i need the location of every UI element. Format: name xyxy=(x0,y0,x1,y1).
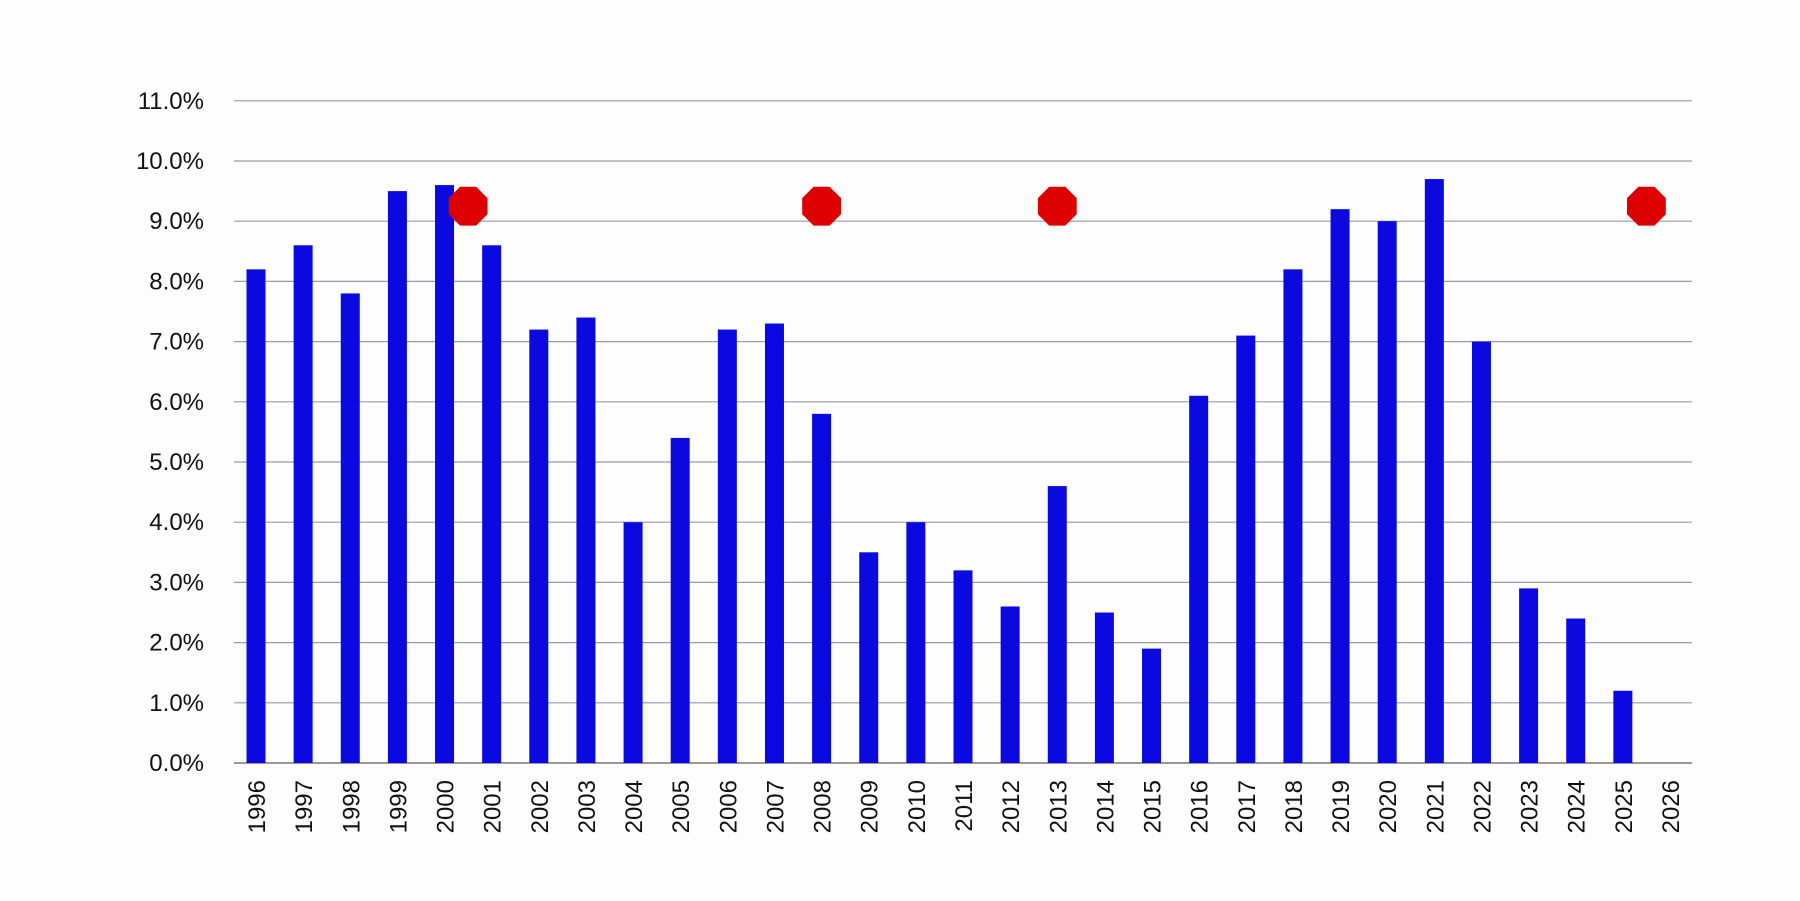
y-tick-label: 3.0% xyxy=(149,569,204,596)
bar xyxy=(859,552,879,763)
x-tick-label: 1999 xyxy=(385,780,412,833)
red-octagon-marker xyxy=(802,186,841,226)
gridlines xyxy=(234,100,1692,764)
x-tick-label: 2012 xyxy=(998,780,1025,833)
x-tick-label: 2007 xyxy=(762,780,789,833)
x-tick-label: 2003 xyxy=(574,780,601,833)
y-tick-label: 8.0% xyxy=(149,268,204,295)
x-tick-label: 1996 xyxy=(244,780,271,833)
bar xyxy=(1000,606,1020,763)
bar xyxy=(1142,648,1162,763)
bar xyxy=(246,269,266,763)
bar xyxy=(293,245,313,763)
x-tick-label: 2016 xyxy=(1187,780,1214,833)
bar xyxy=(1519,588,1539,763)
x-tick-label: 2008 xyxy=(810,780,837,833)
x-tick-label: 2015 xyxy=(1140,780,1167,833)
x-tick-label: 2002 xyxy=(527,780,554,833)
bar xyxy=(953,570,973,763)
x-tick-label: 2022 xyxy=(1469,780,1496,833)
bar xyxy=(435,185,455,763)
bar xyxy=(1236,335,1256,763)
x-tick-label: 2020 xyxy=(1375,780,1402,833)
bar xyxy=(1330,209,1350,763)
markers xyxy=(448,186,1666,226)
bar xyxy=(1283,269,1303,763)
bar xyxy=(1613,690,1633,763)
y-tick-label: 1.0% xyxy=(149,690,204,717)
x-tick-label: 2021 xyxy=(1422,780,1449,833)
bar xyxy=(906,522,926,763)
x-tick-label: 1997 xyxy=(291,780,318,833)
y-axis-ticks: 0.0% 1.0% 2.0% 3.0% 4.0% 5.0% 6.0% 7.0% 8.0% 9.0%… xyxy=(136,88,204,777)
bar xyxy=(717,329,737,763)
bars xyxy=(246,179,1633,764)
x-tick-label: 2011 xyxy=(951,780,978,832)
bar xyxy=(670,437,690,763)
red-octagon-marker xyxy=(1037,186,1077,226)
x-tick-label: 1998 xyxy=(338,780,365,833)
bar xyxy=(529,329,549,763)
x-tick-label: 2026 xyxy=(1658,780,1685,833)
y-tick-label: 11.0% xyxy=(138,88,204,115)
bar xyxy=(812,413,832,763)
bar xyxy=(1566,618,1586,763)
bar xyxy=(1377,221,1397,763)
x-tick-label: 2005 xyxy=(668,780,695,833)
y-tick-label: 4.0% xyxy=(149,509,204,536)
x-tick-label: 2023 xyxy=(1517,780,1544,833)
x-tick-label: 2010 xyxy=(904,780,931,833)
bar xyxy=(764,323,784,763)
bar xyxy=(340,293,360,763)
bar xyxy=(576,317,596,763)
bar xyxy=(1471,341,1491,763)
x-tick-label: 2017 xyxy=(1234,780,1261,833)
y-tick-label: 10.0% xyxy=(136,148,204,175)
x-tick-label: 2001 xyxy=(480,780,507,833)
bar xyxy=(482,245,502,763)
bar xyxy=(387,191,407,764)
y-tick-label: 9.0% xyxy=(149,208,204,235)
y-tick-label: 6.0% xyxy=(149,389,204,416)
y-tick-label: 2.0% xyxy=(149,630,204,657)
x-tick-label: 2013 xyxy=(1045,780,1072,833)
y-tick-label: 5.0% xyxy=(149,449,204,476)
red-octagon-marker xyxy=(1627,186,1666,226)
bar xyxy=(1094,612,1114,763)
bar xyxy=(1047,486,1067,763)
y-tick-label: 0.0% xyxy=(149,750,204,777)
bar xyxy=(1424,179,1444,763)
x-axis-ticks: 1996 1997 1998 1999 2000 2001 2002 2003 2004 2005… xyxy=(244,780,1685,833)
x-tick-label: 2024 xyxy=(1564,780,1591,833)
bar xyxy=(623,522,643,763)
x-tick-label: 2000 xyxy=(433,780,460,833)
bar xyxy=(1189,395,1209,763)
x-tick-label: 2014 xyxy=(1092,780,1119,833)
y-tick-label: 7.0% xyxy=(149,329,204,356)
x-tick-label: 2009 xyxy=(857,780,884,833)
x-tick-label: 2004 xyxy=(621,780,648,833)
x-tick-label: 2019 xyxy=(1328,780,1355,833)
x-tick-label: 2018 xyxy=(1281,780,1308,833)
red-octagon-marker xyxy=(448,186,488,226)
x-tick-label: 2025 xyxy=(1611,780,1638,833)
x-tick-label: 2006 xyxy=(715,780,742,833)
